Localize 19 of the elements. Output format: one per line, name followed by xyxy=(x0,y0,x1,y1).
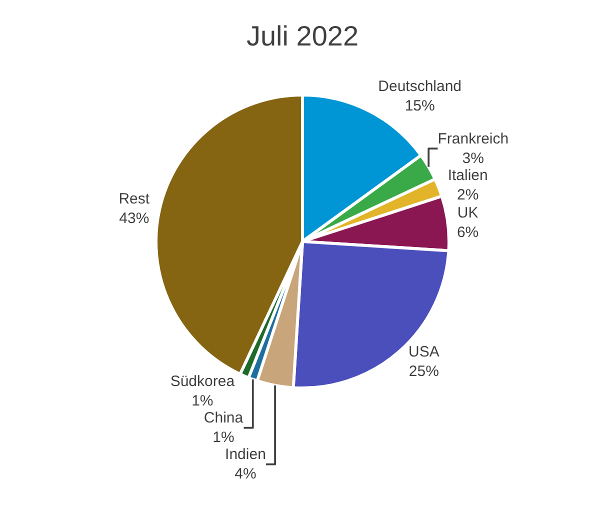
slice-label: Südkorea xyxy=(170,373,236,390)
slice-label: Deutschland xyxy=(378,78,462,96)
data-label: 15% xyxy=(404,98,435,115)
chart-title: Juli 2022 xyxy=(246,20,359,52)
slice-label: UK xyxy=(457,204,478,222)
slice-label: Frankreich xyxy=(438,130,509,148)
data-label: 1% xyxy=(192,392,214,410)
data-label: 43% xyxy=(119,210,150,227)
slice-label: Indien xyxy=(225,446,266,464)
data-label: 1% xyxy=(212,429,234,446)
slice-label: Rest xyxy=(118,190,150,208)
data-label: 4% xyxy=(234,466,256,483)
slice-label: USA xyxy=(408,343,440,360)
data-label: 3% xyxy=(462,150,484,167)
slice-label: Italien xyxy=(448,166,488,184)
data-label: 6% xyxy=(456,224,479,242)
data-label: 2% xyxy=(457,186,479,204)
data-label: 25% xyxy=(408,362,439,380)
slice-label: China xyxy=(204,410,244,427)
